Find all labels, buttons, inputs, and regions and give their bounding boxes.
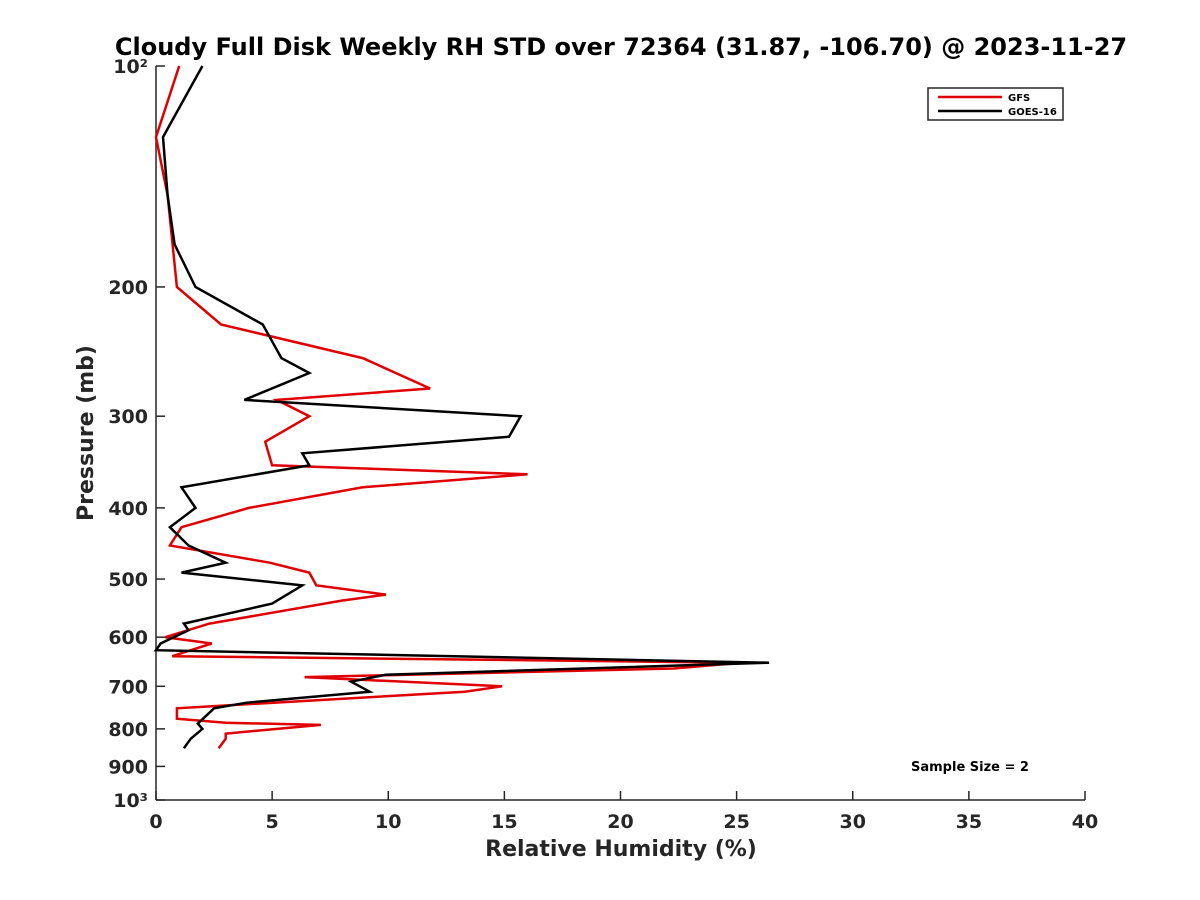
x-tick-label: 30 (840, 811, 866, 833)
sample-size-annotation: Sample Size = 2 (911, 760, 1029, 775)
y-tick-label: 600 (108, 627, 148, 649)
legend-box (927, 87, 1064, 121)
x-tick-label: 0 (149, 811, 162, 833)
y-tick-label: 400 (108, 498, 148, 520)
x-tick-label: 15 (491, 811, 517, 833)
x-tick-label: 40 (1072, 811, 1098, 833)
y-tick-label: 800 (108, 719, 148, 741)
x-tick-label: 25 (723, 811, 749, 833)
x-ticks: 0 5 10 15 20 25 30 35 40 (149, 791, 1098, 833)
chart-title: Cloudy Full Disk Weekly RH STD over 7236… (115, 33, 1127, 61)
legend: GFS GOES-16 (927, 87, 1064, 121)
series-line-goes-16 (153, 65, 770, 749)
series-line-gfs (154, 65, 742, 749)
x-tick-label: 10 (375, 811, 401, 833)
y-tick-label: 500 (108, 569, 148, 591)
legend-label-gfs: GFS (1008, 93, 1030, 104)
y-axis-label: Pressure (mb) (74, 345, 99, 521)
y-tick-label: 900 (108, 756, 148, 778)
x-tick-label: 20 (607, 811, 633, 833)
y-tick-label: 10³ (113, 790, 148, 812)
y-ticks: 10² 200 300 400 500 600 700 800 900 10³ (108, 56, 165, 812)
y-tick-label: 10² (113, 56, 148, 78)
x-tick-label: 35 (956, 811, 982, 833)
y-tick-label: 300 (108, 406, 148, 428)
series-lines (153, 65, 770, 749)
plot-area: 0 5 10 15 20 25 30 35 40 10² 200 300 400 500 600 700 80… (108, 56, 1098, 833)
y-tick-label: 200 (108, 277, 148, 299)
legend-label-goes-16: GOES-16 (1008, 107, 1057, 118)
x-tick-label: 5 (266, 811, 279, 833)
y-tick-label: 700 (108, 676, 148, 698)
x-axis-label: Relative Humidity (%) (485, 837, 757, 862)
